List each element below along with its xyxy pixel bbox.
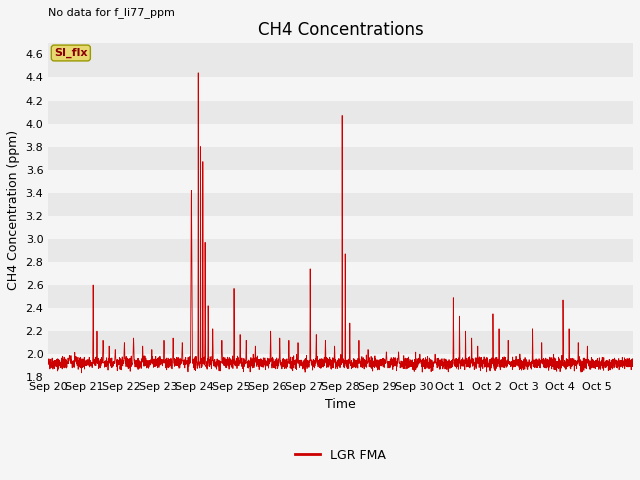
Title: CH4 Concentrations: CH4 Concentrations [258, 21, 424, 38]
Bar [48, 170, 633, 193]
Bar [48, 77, 633, 100]
Bar [48, 308, 633, 331]
Text: No data for f_li77_ppm: No data for f_li77_ppm [48, 7, 175, 18]
Bar [48, 216, 633, 239]
X-axis label: Time: Time [325, 398, 356, 411]
Y-axis label: CH4 Concentration (ppm): CH4 Concentration (ppm) [7, 130, 20, 290]
Text: SI_flx: SI_flx [54, 48, 88, 58]
Legend: LGR FMA: LGR FMA [290, 444, 391, 467]
Bar [48, 354, 633, 377]
Bar [48, 262, 633, 285]
Bar [48, 123, 633, 146]
